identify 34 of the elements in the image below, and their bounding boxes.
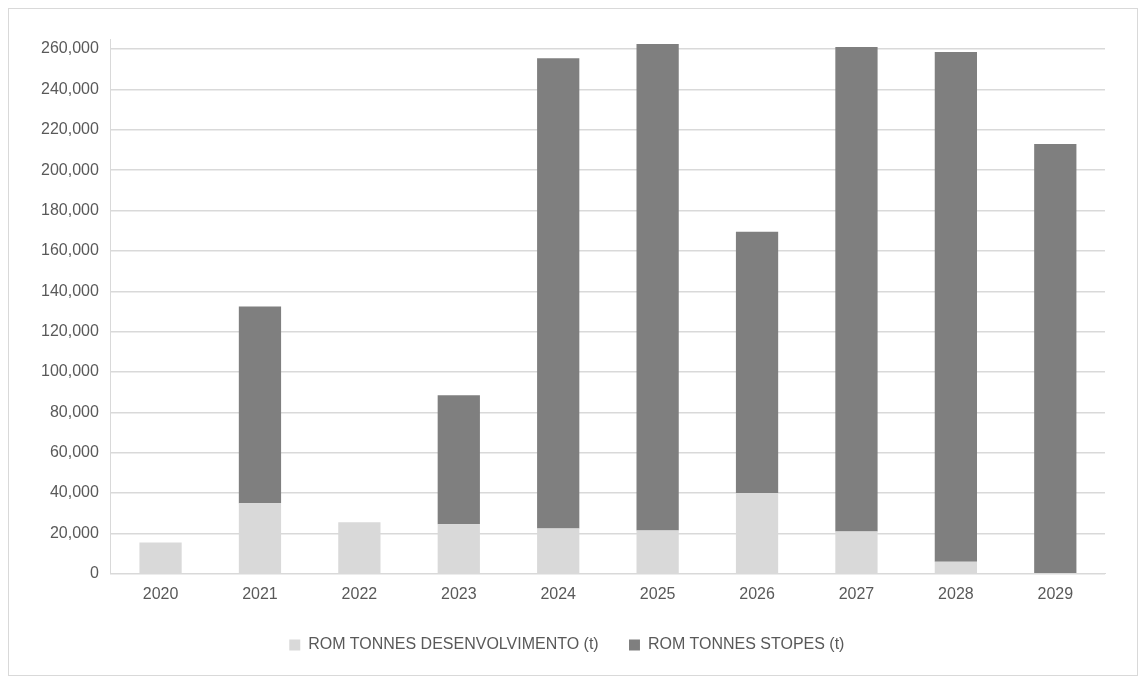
x-tick-label: 2021 [242,584,278,602]
y-tick-label: 0 [89,564,99,582]
x-tick-label: 2020 [142,584,179,602]
y-tick-label: 220,000 [40,120,99,138]
x-tick-label: 2028 [938,584,974,602]
y-tick-label: 60,000 [49,443,99,461]
legend-label: ROM TONNES STOPES (t) [647,635,845,653]
bar [437,395,480,525]
y-tick-label: 80,000 [49,402,99,420]
bar [636,44,679,531]
legend-label: ROM TONNES DESENVOLVIMENTO (t) [308,635,599,653]
y-tick-label: 160,000 [40,241,99,259]
x-tick-label: 2025 [639,584,676,602]
y-tick-label: 40,000 [49,483,99,501]
y-tick-label: 20,000 [49,523,99,541]
bar [934,52,977,562]
bar [537,58,580,529]
y-tick-label: 180,000 [40,200,99,218]
bar [835,47,878,532]
x-tick-label: 2024 [540,584,577,602]
y-tick-label: 100,000 [40,362,99,380]
y-tick-label: 200,000 [40,160,99,178]
bar [735,231,779,494]
y-tick-label: 120,000 [40,322,99,340]
x-tick-label: 2022 [341,584,378,602]
y-tick-label: 260,000 [40,39,99,57]
x-tick-label: 2027 [838,584,875,602]
bar [238,306,282,504]
y-tick-label: 240,000 [40,79,99,97]
x-tick-label: 2029 [1037,584,1074,602]
x-tick-label: 2023 [441,584,477,602]
x-tick-label: 2026 [739,584,775,602]
bar [1034,143,1077,574]
y-tick-label: 140,000 [40,281,99,299]
